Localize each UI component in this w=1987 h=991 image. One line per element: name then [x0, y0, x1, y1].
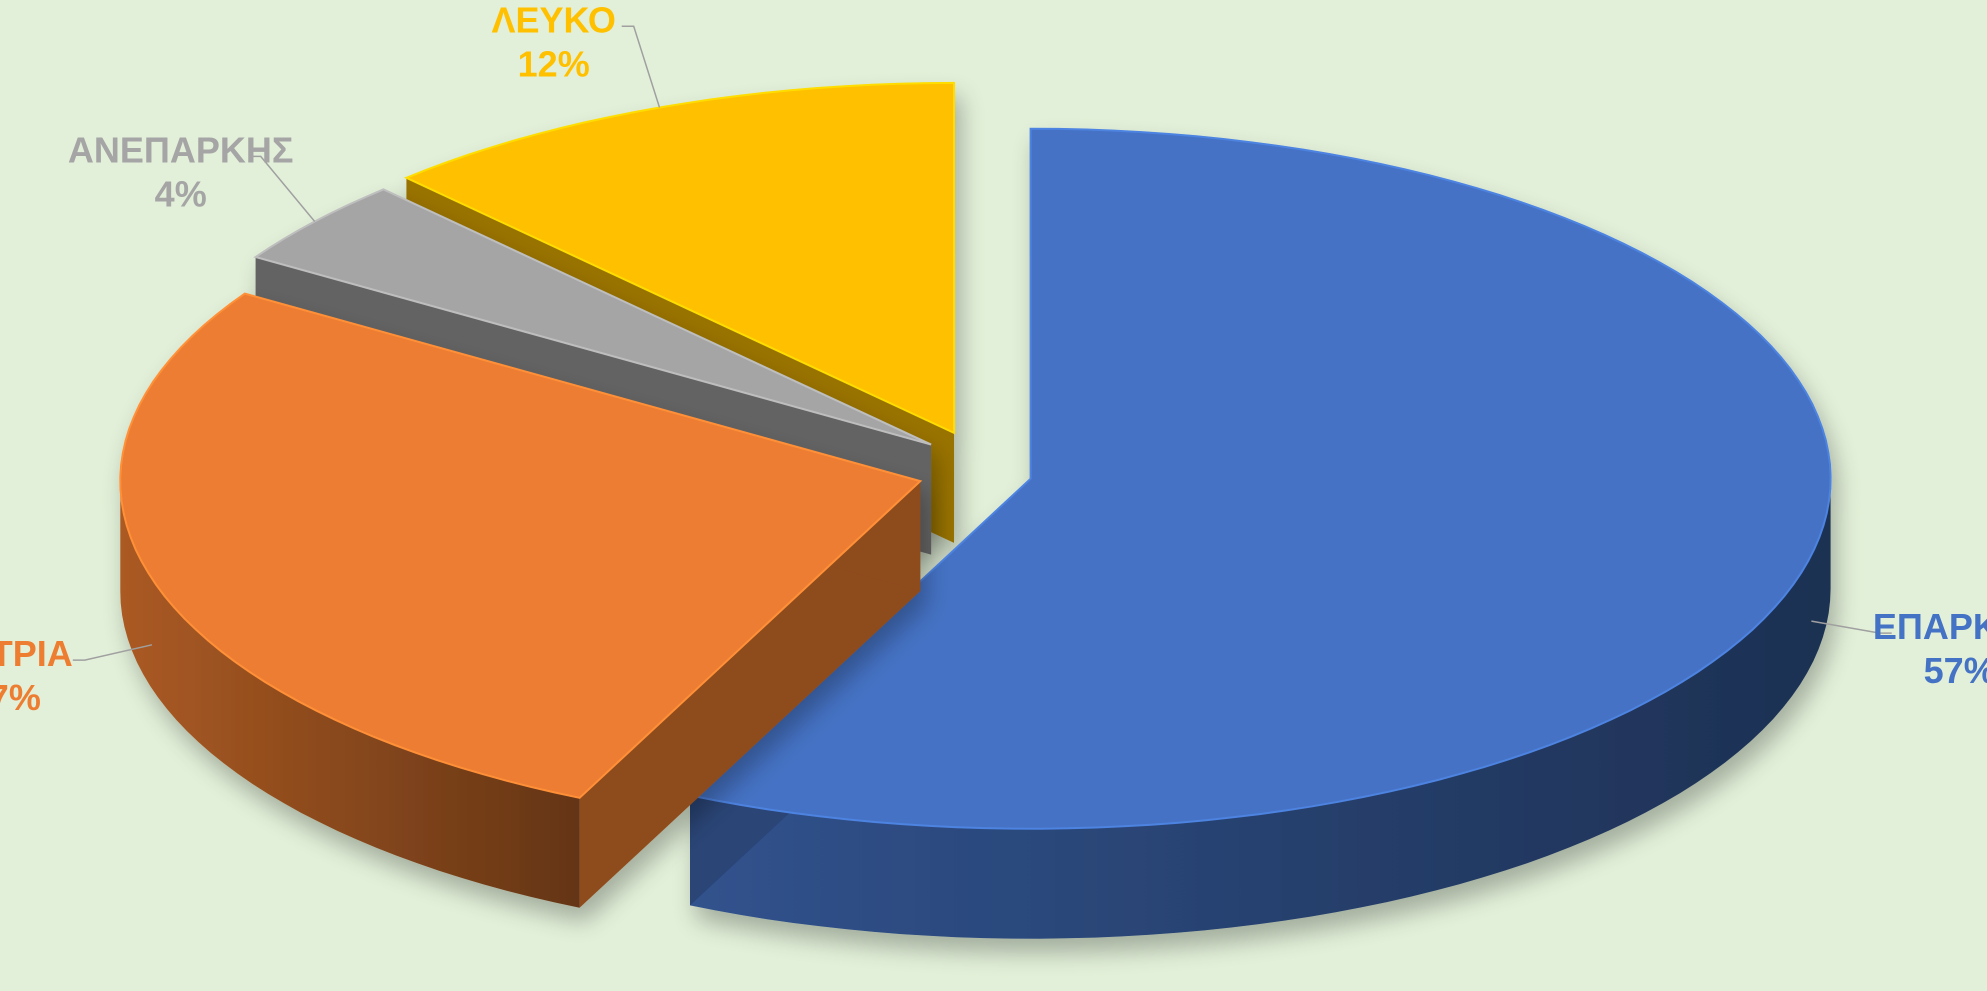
leader-line [72, 644, 153, 661]
slice-cut-face [579, 481, 921, 908]
leader-line [248, 155, 316, 222]
category-label: ΕΠΑΡΚΗΣ [1873, 606, 1987, 647]
pie-slice-1 [687, 127, 1832, 939]
value-label: 12% [518, 43, 590, 84]
value-label: 57% [1924, 650, 1987, 691]
category-label: ΛΕΥΚΟ [492, 0, 616, 40]
value-label: 27% [0, 677, 41, 718]
slice-top-face [119, 292, 923, 799]
category-label: ΑΝΕΠΑΡΚΗΣ [68, 129, 294, 170]
slice-side-wall [120, 481, 580, 908]
category-label: ΜΕΤΡΙΑ [0, 633, 73, 674]
slice-top-face [687, 127, 1832, 830]
value-label: 4% [155, 173, 207, 214]
slice-side-wall [690, 478, 1831, 939]
leader-line [1811, 620, 1892, 634]
leader-line [621, 25, 661, 108]
pie-slice-2 [119, 292, 923, 908]
